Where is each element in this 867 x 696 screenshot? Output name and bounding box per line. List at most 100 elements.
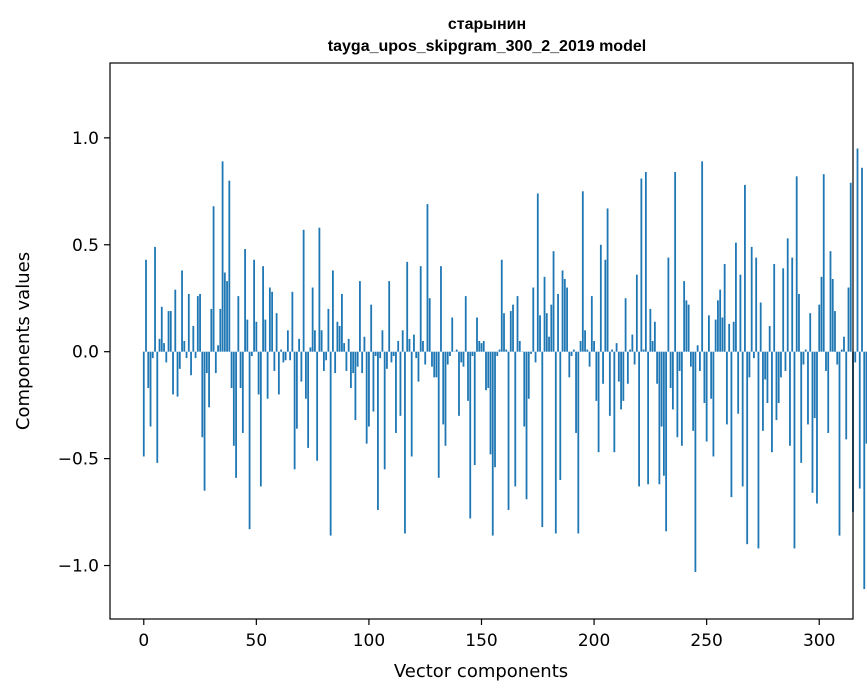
bar — [831, 278, 834, 352]
bar — [509, 311, 512, 352]
bar — [680, 351, 683, 446]
bar — [662, 351, 665, 476]
bar — [827, 351, 830, 433]
bar — [644, 172, 647, 352]
bar — [286, 330, 289, 352]
bar — [753, 351, 755, 359]
bar — [309, 347, 312, 352]
bar — [237, 296, 240, 352]
bar — [300, 351, 303, 382]
x-tick-label: 300 — [803, 631, 835, 651]
bar — [804, 349, 807, 352]
bar — [241, 351, 244, 433]
bar — [257, 351, 260, 395]
bar — [259, 351, 262, 487]
x-axis-label: Vector components — [394, 661, 568, 682]
chart-subtitle: tayga_upos_skipgram_300_2_2019 model — [328, 38, 646, 55]
bar — [172, 351, 174, 395]
bar — [744, 184, 746, 352]
plot-frame — [109, 62, 854, 620]
bar — [444, 351, 447, 446]
bar — [248, 351, 251, 530]
bar — [374, 351, 377, 356]
bar — [768, 326, 771, 352]
bar — [151, 351, 154, 359]
bar — [336, 321, 339, 352]
bar — [717, 300, 719, 352]
bar — [629, 349, 631, 352]
bar — [561, 270, 564, 352]
x-tick-label: 100 — [353, 631, 385, 651]
bar — [356, 351, 359, 367]
bar — [395, 351, 397, 433]
bar — [615, 343, 618, 352]
bar — [865, 351, 867, 444]
bar — [381, 330, 384, 352]
bar — [735, 242, 737, 352]
bar — [255, 321, 258, 352]
bar — [154, 246, 156, 352]
bar — [820, 276, 823, 352]
bar — [602, 351, 604, 384]
bar — [217, 345, 219, 352]
bar — [773, 264, 776, 352]
bar — [642, 349, 645, 352]
bar — [338, 326, 341, 352]
bar — [178, 351, 181, 369]
bar — [536, 193, 539, 352]
bar — [726, 351, 728, 425]
bar — [302, 229, 305, 352]
bar — [633, 351, 636, 365]
y-axis-label: Components values — [13, 252, 34, 430]
bar — [449, 351, 451, 356]
bar — [597, 351, 600, 453]
bar — [293, 351, 296, 470]
bar — [183, 341, 186, 352]
bar — [478, 341, 481, 352]
bar — [834, 311, 836, 352]
bar — [712, 351, 715, 457]
bar — [741, 351, 744, 487]
bar — [277, 351, 280, 395]
bar — [311, 287, 314, 352]
bar — [194, 351, 197, 359]
bar — [766, 351, 769, 404]
bar — [239, 351, 242, 389]
bar — [692, 351, 695, 431]
bar — [626, 351, 629, 384]
bar — [250, 351, 253, 356]
bar — [674, 172, 677, 352]
bar — [169, 311, 172, 352]
y-tick-label: −0.5 — [58, 450, 99, 470]
bar — [568, 351, 571, 378]
bar — [230, 351, 233, 389]
bar — [802, 351, 805, 365]
bar — [818, 304, 821, 352]
bar — [244, 249, 246, 352]
bar — [685, 300, 688, 352]
bar — [156, 351, 159, 463]
bar — [809, 313, 812, 352]
bar — [458, 351, 460, 416]
bar — [363, 336, 366, 352]
bar — [620, 351, 622, 410]
bar — [163, 343, 165, 352]
bar — [167, 311, 170, 352]
bar — [192, 326, 195, 352]
bar — [440, 266, 442, 352]
bar — [401, 330, 404, 352]
x-tick-label: 200 — [578, 631, 610, 651]
bar — [554, 351, 557, 534]
bar — [694, 351, 697, 572]
bar — [550, 304, 553, 352]
bar — [825, 351, 827, 371]
bar — [507, 351, 510, 510]
y-tick-label: 1.0 — [72, 129, 99, 149]
bar — [845, 351, 848, 440]
bar — [516, 296, 519, 352]
bar — [413, 334, 415, 352]
bar — [181, 270, 183, 352]
bar — [798, 293, 800, 352]
bar — [523, 351, 526, 427]
bar — [710, 351, 713, 399]
